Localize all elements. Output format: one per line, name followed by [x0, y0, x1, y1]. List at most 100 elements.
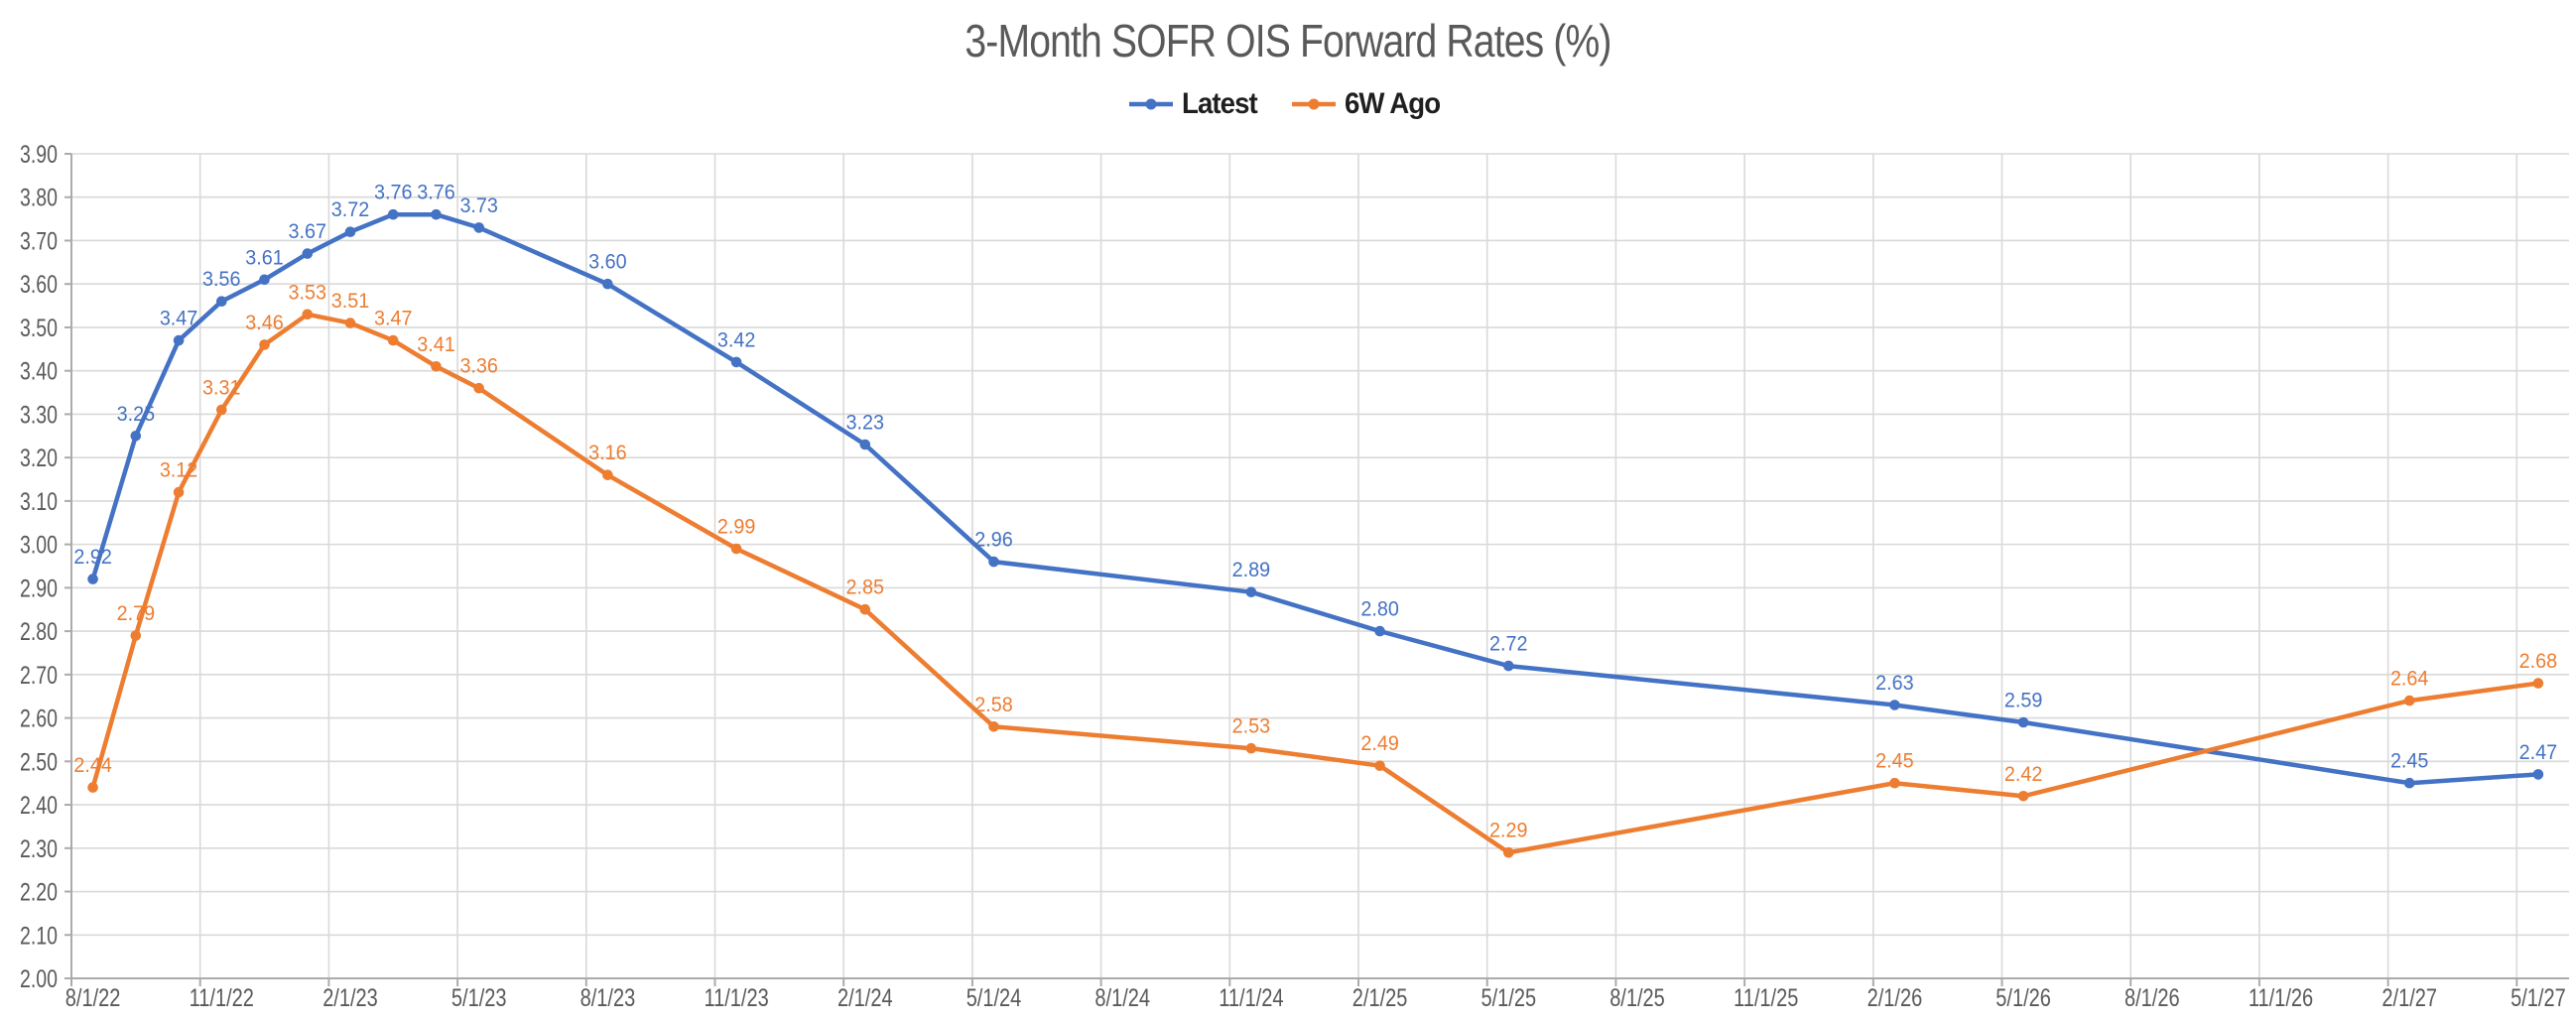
data-point-marker: [259, 339, 270, 350]
data-label: 2.45: [1875, 749, 1914, 773]
y-tick-label: 2.50: [20, 748, 58, 776]
data-label: 3.25: [117, 402, 156, 426]
data-point-marker: [2017, 716, 2029, 728]
y-tick-label: 2.70: [20, 662, 58, 690]
data-point-marker: [259, 274, 270, 286]
x-tick-label: 8/1/22: [65, 984, 121, 1012]
data-label: 3.41: [417, 332, 455, 356]
y-tick-label: 2.30: [20, 835, 58, 863]
data-point-marker: [130, 431, 142, 442]
chart-title: 3-Month SOFR OIS Forward Rates (%): [965, 15, 1611, 66]
data-label: 3.56: [202, 267, 241, 291]
x-tick-label: 11/1/22: [190, 984, 254, 1012]
data-label: 3.47: [160, 307, 198, 330]
data-label: 2.85: [846, 576, 885, 599]
x-tick-label: 11/1/23: [704, 984, 768, 1012]
data-point-marker: [344, 318, 356, 328]
data-label: 3.36: [459, 354, 498, 378]
data-point-marker: [173, 486, 185, 498]
data-point-marker: [1245, 586, 1257, 597]
y-tick-label: 3.50: [20, 315, 58, 342]
data-point-marker: [473, 382, 485, 394]
x-tick-label: 8/1/25: [1610, 984, 1665, 1012]
y-tick-label: 3.90: [20, 141, 58, 169]
data-point-marker: [859, 439, 871, 450]
data-point-marker: [602, 469, 613, 481]
legend-label-6w-ago: 6W Ago: [1344, 87, 1441, 120]
series-latest-markers: [87, 208, 2544, 789]
data-label: 3.76: [374, 181, 413, 204]
data-label: 2.80: [1360, 597, 1399, 621]
data-point-marker: [216, 296, 227, 308]
y-tick-label: 3.20: [20, 445, 58, 472]
data-label: 3.61: [245, 245, 284, 269]
y-tick-label: 3.60: [20, 271, 58, 299]
data-point-marker: [1889, 700, 1900, 710]
y-axis-labels: 2.00 2.10 2.20 2.30 2.40 2.50 2.60 2.70 2.80 2.90…: [20, 141, 58, 993]
x-tick-label: 11/1/25: [1734, 984, 1798, 1012]
data-label: 2.64: [2390, 667, 2429, 691]
data-label: 2.45: [2390, 749, 2429, 773]
data-label: 3.60: [588, 250, 627, 274]
data-point-marker: [87, 574, 98, 584]
data-label: 3.42: [717, 327, 756, 351]
data-label: 3.31: [202, 376, 241, 400]
data-label: 3.16: [588, 441, 627, 464]
x-tick-label: 5/1/27: [2511, 984, 2566, 1012]
y-tick-label: 2.40: [20, 792, 58, 820]
x-tick-label: 2/1/24: [837, 984, 893, 1012]
data-point-marker: [1503, 846, 1514, 858]
data-label: 3.46: [245, 311, 284, 334]
data-label: 2.72: [1489, 632, 1528, 656]
axis-ticks: [64, 153, 2518, 986]
x-tick-label: 11/1/24: [1219, 984, 1283, 1012]
data-point-marker: [1503, 660, 1514, 672]
data-point-marker: [730, 543, 742, 555]
data-point-marker: [2532, 769, 2544, 780]
horizontal-gridlines: [71, 153, 2569, 937]
x-tick-label: 11/1/26: [2249, 984, 2313, 1012]
data-point-marker: [431, 208, 442, 220]
x-axis-labels: 8/1/22 11/1/22 2/1/23 5/1/23 8/1/23 11/1/23 2/…: [65, 984, 2566, 1012]
data-point-marker: [2532, 678, 2544, 689]
y-tick-label: 3.30: [20, 401, 58, 429]
data-label: 2.92: [73, 545, 112, 569]
legend-item-latest[interactable]: Latest: [1128, 87, 1263, 121]
x-tick-label: 2/1/25: [1352, 984, 1408, 1012]
data-label: 3.53: [289, 280, 327, 304]
data-point-marker: [302, 309, 314, 321]
x-tick-label: 2/1/23: [322, 984, 378, 1012]
data-point-marker: [302, 248, 314, 259]
data-label: 2.79: [117, 601, 156, 625]
data-label: 3.12: [160, 458, 198, 482]
data-label: 2.44: [73, 753, 112, 777]
data-label: 3.67: [289, 219, 327, 243]
data-point-marker: [1889, 777, 1900, 789]
vertical-gridlines: [198, 154, 2518, 978]
data-point-marker: [1374, 760, 1385, 771]
data-label: 2.58: [974, 693, 1013, 716]
x-tick-label: 2/1/27: [2382, 984, 2437, 1012]
data-point-marker: [2403, 695, 2415, 706]
data-point-marker: [988, 556, 999, 568]
data-point-marker: [1374, 625, 1385, 637]
y-tick-label: 2.00: [20, 965, 58, 993]
x-tick-label: 5/1/24: [966, 984, 1022, 1012]
data-point-marker: [859, 603, 871, 615]
series-latest-data-labels: 2.923.253.473.563.613.673.723.76 3.763.73…: [73, 181, 2557, 773]
y-tick-label: 3.70: [20, 227, 58, 255]
x-tick-label: 8/1/26: [2125, 984, 2180, 1012]
data-label: 2.42: [2004, 762, 2043, 786]
data-point-marker: [473, 222, 485, 233]
data-label: 2.99: [717, 515, 756, 539]
data-point-marker: [130, 630, 142, 641]
data-label: 2.53: [1232, 714, 1271, 738]
legend-item-6w-ago[interactable]: 6W Ago: [1291, 87, 1449, 121]
x-tick-label: 5/1/25: [1481, 984, 1537, 1012]
y-tick-label: 3.80: [20, 185, 58, 212]
data-point-marker: [2403, 777, 2415, 789]
legend-line-marker-icon: [1291, 98, 1336, 110]
data-point-marker: [2017, 791, 2029, 802]
